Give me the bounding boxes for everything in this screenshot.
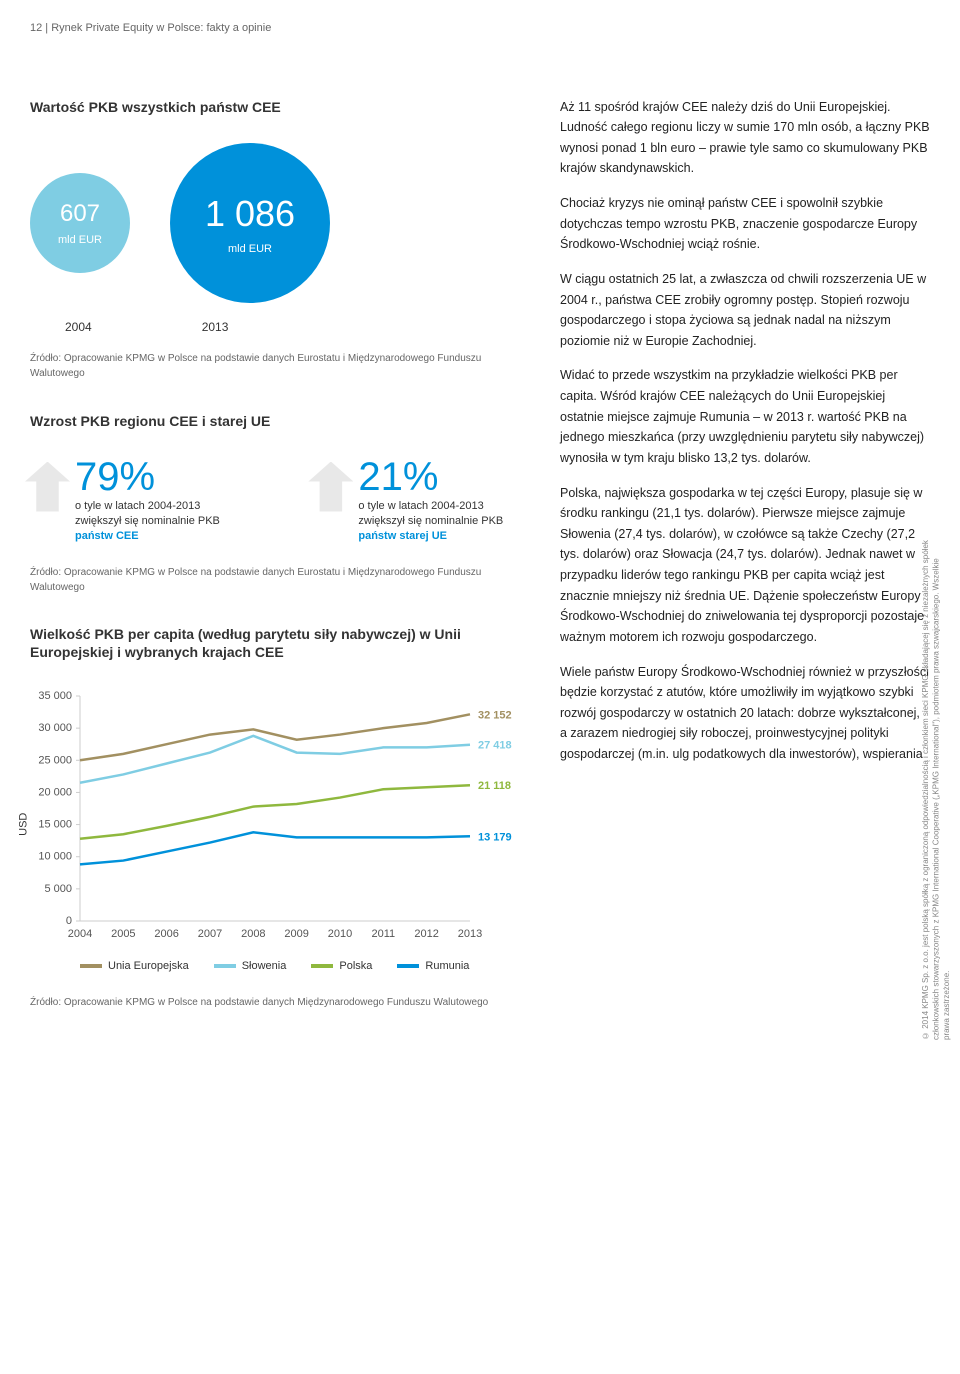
chart-legend: Unia Europejska Słowenia Polska Rumunia [80,958,530,975]
legend-item: Unia Europejska [80,958,189,975]
svg-text:2013: 2013 [458,928,482,940]
svg-text:30 000: 30 000 [38,722,72,734]
arrow1-desc-pre: o tyle w latach 2004-2013 zwiększył się … [75,500,220,527]
arrows-row: 79% o tyle w latach 2004-2013 zwiększył … [30,457,530,545]
svg-text:20 000: 20 000 [38,786,72,798]
circle-small-value: 607 [60,196,100,232]
arrow1-desc-bold: państw CEE [75,530,139,542]
section1-title: Wartość PKB wszystkich państw CEE [30,97,530,118]
legend-swatch [214,964,236,968]
arrow2-pct-sign: % [403,455,439,499]
svg-text:35 000: 35 000 [38,690,72,702]
legend-item: Słowenia [214,958,287,975]
svg-text:2007: 2007 [198,928,222,940]
arrow2-desc-bold: państw starej UE [358,530,447,542]
svg-text:25 000: 25 000 [38,754,72,766]
body-p4: Widać to przede wszystkim na przykładzie… [560,365,930,468]
legend-label: Polska [339,958,372,975]
gdp-circle-2004: 607 mld EUR [30,173,130,273]
legend-label: Unia Europejska [108,958,189,975]
svg-text:21 118: 21 118 [478,780,511,792]
svg-text:27 418: 27 418 [478,740,512,752]
arrow2-desc-pre: o tyle w latach 2004-2013 zwiększył się … [358,500,503,527]
legend-item: Polska [311,958,372,975]
svg-text:32 152: 32 152 [478,709,512,721]
arrow2-pct-val: 21 [358,455,403,499]
body-p2: Chociaż kryzys nie ominął państw CEE i s… [560,193,930,255]
svg-text:2010: 2010 [328,928,352,940]
circles-row: 607 mld EUR 1 086 mld EUR [30,143,530,303]
arrow-up-icon [25,462,70,512]
arrow-up-icon [308,462,353,512]
circle-years: 2004 2013 [30,318,530,336]
arrow2-pct: 21% [358,457,530,497]
legend-swatch [397,964,419,968]
arrow-block-cee: 79% o tyle w latach 2004-2013 zwiększył … [30,457,233,545]
svg-text:2005: 2005 [111,928,135,940]
section2-title: Wzrost PKB regionu CEE i starej UE [30,411,530,432]
svg-text:13 179: 13 179 [478,831,512,843]
circle-small-unit: mld EUR [58,232,102,249]
body-p3: W ciągu ostatnich 25 lat, a zwłaszcza od… [560,269,930,352]
legend-swatch [311,964,333,968]
section2-source: Źródło: Opracowanie KPMG w Polsce na pod… [30,565,530,595]
arrow1-pct: 79% [75,457,233,497]
svg-text:10 000: 10 000 [38,851,72,863]
arrow1-pct-sign: % [120,455,156,499]
arrow2-desc: o tyle w latach 2004-2013 zwiększył się … [358,499,530,545]
arrow1-pct-val: 79 [75,455,120,499]
body-p1: Aż 11 spośród krajów CEE należy dziś do … [560,97,930,180]
line-chart: USD 05 00010 00015 00020 00025 00030 000… [30,686,530,946]
svg-text:2012: 2012 [414,928,438,940]
chart-title: Wielkość PKB per capita (według parytetu… [30,625,530,661]
chart-svg: 0 5 000 10 000 15 000 20 000 25 000 30 000 35 0… [30,686,530,946]
svg-text:2006: 2006 [154,928,178,940]
svg-text:2009: 2009 [284,928,308,940]
left-column: Wartość PKB wszystkich państw CEE 607 ml… [30,97,530,1040]
svg-text:2004: 2004 [68,928,92,940]
arrow-block-oldeu: 21% o tyle w latach 2004-2013 zwiększył … [313,457,530,545]
circle-large-unit: mld EUR [228,241,272,258]
page-header: 12 | Rynek Private Equity w Polsce: fakt… [30,20,930,37]
svg-text:2011: 2011 [372,928,396,940]
year-2013: 2013 [202,318,229,336]
body-p5: Polska, największa gospodarka w tej częś… [560,483,930,648]
section1-source: Źródło: Opracowanie KPMG w Polsce na pod… [30,351,530,381]
chart-ylabel: USD [15,813,32,836]
legend-item: Rumunia [397,958,469,975]
legend-label: Rumunia [425,958,469,975]
year-2004: 2004 [65,318,92,336]
svg-text:2008: 2008 [241,928,265,940]
arrow1-desc: o tyle w latach 2004-2013 zwiększył się … [75,499,233,545]
circle-large-value: 1 086 [205,187,295,241]
copyright-vertical: © 2014 KPMG Sp. z o.o. jest polską spółk… [921,540,952,1040]
svg-text:15 000: 15 000 [38,819,72,831]
right-column: Aż 11 spośród krajów CEE należy dziś do … [560,97,930,1040]
svg-text:0: 0 [66,915,72,927]
body-p6: Wiele państw Europy Środkowo-Wschodniej … [560,662,930,765]
legend-swatch [80,964,102,968]
legend-label: Słowenia [242,958,287,975]
gdp-circle-2013: 1 086 mld EUR [170,143,330,303]
svg-text:5 000: 5 000 [44,883,72,895]
chart-source: Źródło: Opracowanie KPMG w Polsce na pod… [30,995,530,1010]
